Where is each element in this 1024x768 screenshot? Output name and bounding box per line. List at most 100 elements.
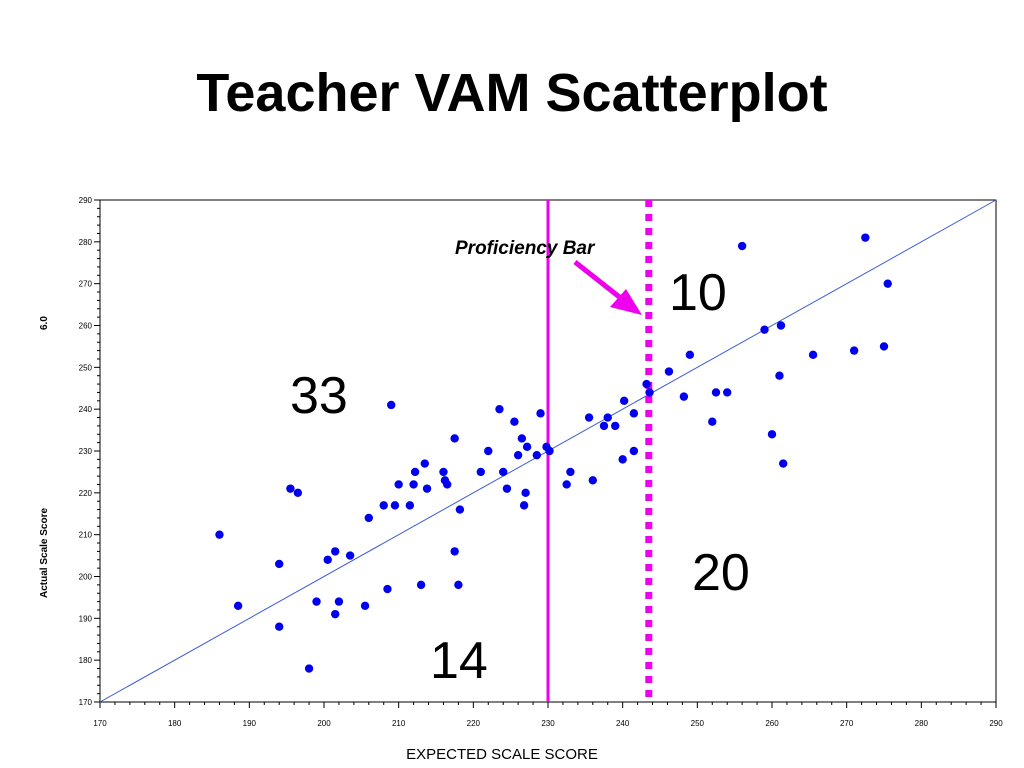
data-point bbox=[275, 622, 284, 631]
data-point bbox=[861, 233, 870, 242]
data-point bbox=[532, 450, 541, 460]
axis-ticks: 170 180 190 200 210 220 230 240 250 260 270 280 290 1… bbox=[79, 196, 1004, 728]
data-point bbox=[562, 480, 571, 489]
data-point bbox=[331, 547, 340, 556]
y-tick-label: 180 bbox=[79, 656, 93, 665]
x-tick-label: 230 bbox=[541, 719, 555, 728]
data-point bbox=[588, 476, 597, 485]
data-point bbox=[519, 501, 529, 510]
data-point bbox=[629, 409, 639, 418]
y-tick-label: 260 bbox=[79, 322, 93, 331]
data-point bbox=[711, 388, 721, 397]
x-tick-label: 210 bbox=[392, 719, 406, 728]
data-point bbox=[345, 551, 355, 560]
region-count-upper-left: 33 bbox=[290, 367, 348, 425]
x-tick-label: 180 bbox=[168, 719, 182, 728]
y-tick-label: 250 bbox=[79, 363, 93, 372]
data-point bbox=[808, 350, 818, 359]
data-point bbox=[522, 442, 532, 452]
data-point bbox=[286, 484, 295, 493]
data-point bbox=[420, 459, 429, 468]
data-point bbox=[379, 501, 388, 510]
data-point bbox=[422, 484, 432, 493]
data-point bbox=[454, 580, 463, 590]
data-point bbox=[450, 547, 459, 556]
y-axis-label: Actual Scale Score bbox=[39, 508, 50, 598]
y-tick-label: 210 bbox=[79, 531, 93, 540]
y-tick-label: 280 bbox=[79, 238, 93, 247]
data-point bbox=[312, 597, 321, 606]
data-point bbox=[499, 467, 508, 477]
data-point bbox=[883, 279, 892, 288]
data-point bbox=[331, 609, 340, 619]
data-point bbox=[737, 241, 747, 251]
data-point bbox=[849, 346, 859, 355]
data-point bbox=[495, 404, 504, 414]
region-count-lower-right: 20 bbox=[692, 544, 750, 602]
x-tick-label: 270 bbox=[840, 719, 854, 728]
y-tick-label: 190 bbox=[79, 614, 93, 623]
data-point bbox=[685, 350, 695, 359]
data-point bbox=[304, 664, 314, 673]
region-count-upper-right: 10 bbox=[669, 264, 727, 322]
x-tick-label: 190 bbox=[243, 719, 257, 728]
y-tick-label: 270 bbox=[79, 280, 93, 289]
data-point bbox=[879, 342, 889, 351]
data-point bbox=[775, 371, 784, 380]
data-point bbox=[611, 421, 620, 431]
x-tick-label: 290 bbox=[989, 719, 1003, 728]
data-point bbox=[476, 467, 485, 477]
data-point bbox=[584, 413, 594, 422]
y-tick-label: 230 bbox=[79, 447, 93, 456]
x-tick-label: 240 bbox=[616, 719, 630, 728]
data-point bbox=[779, 459, 788, 468]
data-point bbox=[215, 530, 224, 539]
data-point bbox=[545, 446, 554, 456]
data-point bbox=[275, 559, 284, 569]
data-point bbox=[566, 467, 575, 477]
x-tick-label: 220 bbox=[467, 719, 481, 728]
data-point bbox=[383, 584, 392, 594]
data-point bbox=[618, 455, 627, 464]
data-point bbox=[603, 413, 612, 422]
data-point bbox=[776, 321, 786, 330]
data-point bbox=[334, 597, 344, 606]
y-tick-label: 170 bbox=[79, 698, 93, 707]
proficiency-bar-arrow bbox=[573, 260, 642, 315]
data-point bbox=[642, 379, 651, 389]
slide-title: Teacher VAM Scatterplot bbox=[196, 63, 828, 123]
data-point bbox=[645, 388, 654, 397]
data-point bbox=[708, 417, 717, 426]
data-point bbox=[390, 501, 400, 510]
x-tick-label: 250 bbox=[691, 719, 705, 728]
data-point bbox=[394, 480, 403, 489]
y-tick-label: 290 bbox=[79, 196, 93, 205]
data-points bbox=[215, 233, 892, 673]
data-point bbox=[405, 501, 415, 510]
data-point bbox=[450, 434, 459, 443]
data-point bbox=[410, 467, 420, 477]
data-point bbox=[517, 434, 527, 443]
region-count-lower-middle: 14 bbox=[430, 632, 488, 690]
y-tick-label: 220 bbox=[79, 489, 93, 498]
data-point bbox=[599, 421, 609, 431]
y-tick-label: 240 bbox=[79, 405, 93, 414]
data-point bbox=[387, 400, 396, 410]
data-point bbox=[233, 601, 243, 610]
data-point bbox=[293, 488, 303, 498]
data-point bbox=[443, 480, 452, 489]
proficiency-bar-label: Proficiency Bar bbox=[455, 238, 596, 259]
data-point bbox=[510, 417, 519, 426]
data-point bbox=[502, 484, 512, 493]
data-point bbox=[513, 450, 523, 460]
data-point bbox=[484, 446, 493, 456]
data-point bbox=[629, 446, 639, 456]
x-tick-label: 280 bbox=[915, 719, 929, 728]
data-point bbox=[619, 396, 629, 405]
data-point bbox=[409, 480, 418, 489]
x-tick-label: 170 bbox=[93, 719, 107, 728]
x-axis-label: EXPECTED SCALE SCORE bbox=[406, 746, 598, 763]
y-axis-label-top: 6.0 bbox=[39, 316, 50, 330]
data-point bbox=[521, 488, 530, 498]
